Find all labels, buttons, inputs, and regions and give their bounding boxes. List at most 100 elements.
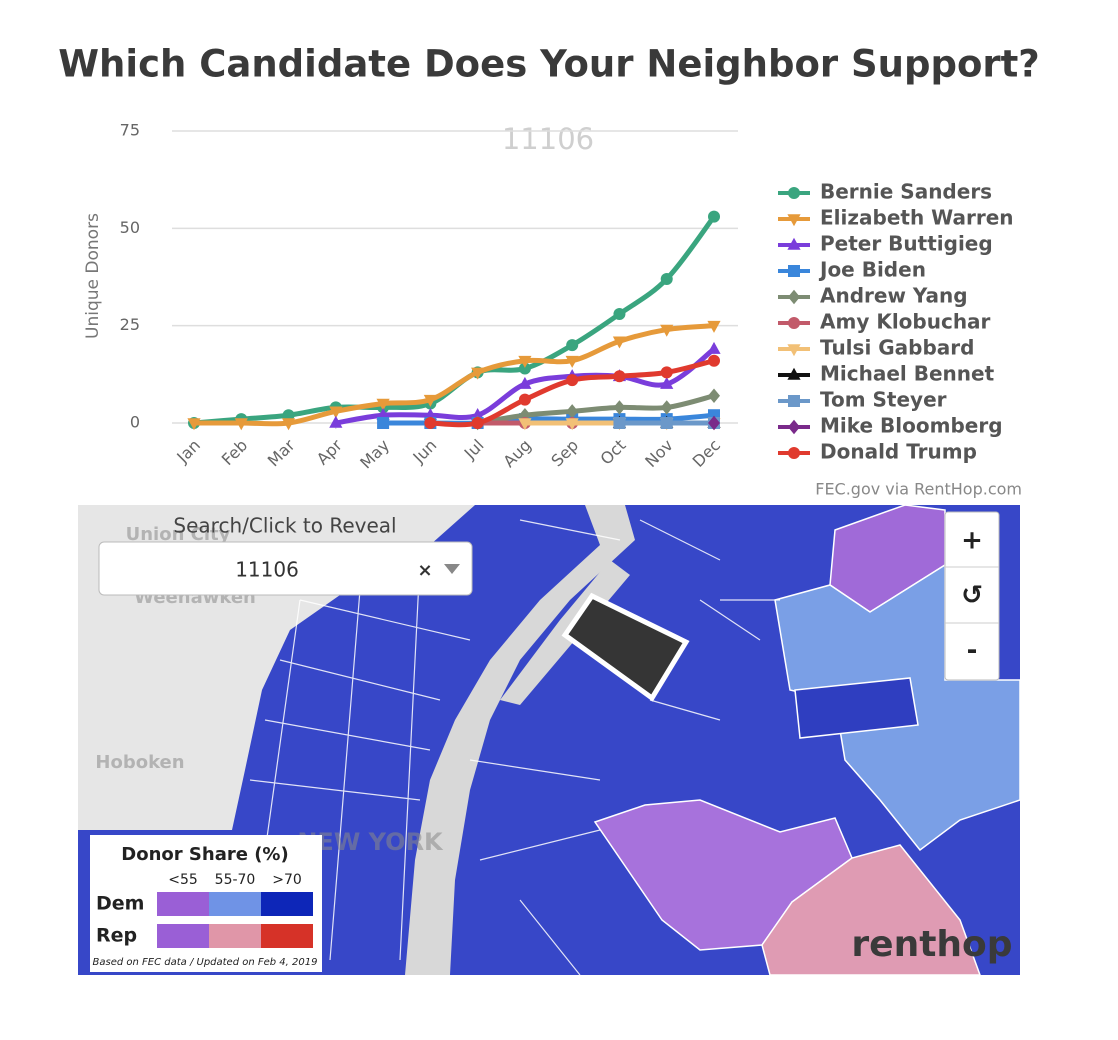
- marker: [613, 370, 626, 383]
- search-value: 11106: [235, 558, 299, 582]
- marker: [660, 324, 674, 337]
- chart-annotation: 11106: [502, 122, 594, 156]
- line-chart: 0 25 50 75 Jan Feb Mar Apr May Jun Jul Aug Sep Oct Nov…: [120, 121, 1014, 473]
- x-tick-label: Nov: [641, 436, 677, 472]
- legend-swatch: [209, 924, 261, 948]
- marker: [329, 406, 343, 419]
- y-tick-label: 25: [120, 315, 140, 334]
- x-tick-label: Feb: [218, 436, 251, 469]
- x-tick-label: Aug: [499, 436, 535, 472]
- marker: [707, 341, 721, 354]
- legend-row: Rep: [96, 925, 137, 947]
- marker: [788, 265, 800, 277]
- legend-label: Tulsi Gabbard: [820, 336, 974, 360]
- legend-bin: >70: [272, 872, 302, 888]
- clear-button[interactable]: ×: [417, 560, 432, 581]
- legend-label: Michael Bennet: [820, 362, 995, 386]
- marker: [566, 339, 579, 352]
- marker: [788, 395, 800, 407]
- marker: [234, 418, 248, 431]
- x-tick-label: Apr: [313, 435, 346, 468]
- marker: [566, 374, 579, 387]
- marker: [612, 336, 627, 349]
- marker: [613, 417, 626, 429]
- dropdown-arrow[interactable]: [444, 564, 460, 574]
- zoom-out[interactable]: -: [967, 636, 978, 666]
- marker: [787, 367, 801, 380]
- legend-bin: 55-70: [215, 872, 256, 888]
- marker: [518, 355, 532, 368]
- series-line: [191, 214, 717, 426]
- y-tick-label: 75: [120, 121, 140, 140]
- chart-title: Which Candidate Does Your Neighbor Suppo…: [58, 43, 1040, 86]
- marker: [281, 418, 296, 431]
- marker: [787, 237, 801, 250]
- marker: [708, 415, 720, 431]
- marker: [787, 344, 801, 357]
- legend-swatch: [261, 892, 313, 916]
- marker: [788, 419, 800, 435]
- x-tick-label: Jun: [409, 436, 441, 468]
- logo: renthop: [851, 924, 1012, 965]
- marker: [565, 355, 579, 368]
- marker: [471, 417, 484, 429]
- marker: [788, 289, 800, 305]
- marker: [518, 376, 532, 389]
- marker: [660, 272, 673, 285]
- legend-label: Elizabeth Warren: [820, 206, 1014, 230]
- marker: [518, 418, 532, 431]
- zoom-control: [944, 511, 1000, 681]
- legend-swatch: [261, 924, 313, 948]
- marker: [471, 367, 485, 380]
- marker: [613, 307, 626, 320]
- marker: [424, 417, 437, 429]
- search-box[interactable]: [98, 541, 473, 596]
- marker: [376, 398, 390, 411]
- marker: [518, 362, 531, 375]
- legend-bin: <55: [168, 872, 198, 888]
- x-tick-label: Oct: [596, 436, 629, 469]
- region-pink: [761, 844, 981, 975]
- selected-zip[interactable]: [561, 592, 690, 702]
- zoom-in[interactable]: +: [961, 526, 983, 556]
- marker: [423, 394, 437, 407]
- legend-label: Andrew Yang: [820, 284, 968, 308]
- legend-swatch: [157, 892, 209, 916]
- legend-row: Dem: [96, 893, 144, 915]
- legend-swatches: <55 55-70 >70 Dem Rep: [96, 872, 313, 948]
- legend-label: Peter Buttigieg: [820, 232, 993, 256]
- place-label: Hoboken: [95, 752, 184, 773]
- search-label: Search/Click to Reveal: [173, 514, 396, 538]
- x-tick-label: Mar: [264, 435, 299, 470]
- marker: [788, 187, 800, 199]
- marker: [613, 400, 626, 415]
- marker: [329, 415, 343, 428]
- y-axis-label: Unique Donors: [83, 213, 103, 339]
- source: FEC.gov via RentHop.com: [815, 480, 1022, 499]
- reset-view[interactable]: ↺: [961, 581, 983, 611]
- marker: [660, 366, 673, 379]
- zip-borders: [249, 519, 780, 975]
- x-tick-label: Dec: [689, 436, 724, 471]
- marker: [566, 404, 579, 419]
- marker: [707, 320, 721, 333]
- marker: [788, 447, 800, 459]
- marker: [708, 388, 720, 403]
- marker: [708, 210, 720, 223]
- marker: [787, 214, 801, 227]
- legend-swatch: [157, 924, 209, 948]
- x-tick-label: May: [356, 436, 393, 473]
- x-tick-label: Jul: [460, 436, 488, 464]
- y-tick-label: 0: [130, 413, 140, 432]
- legend-label: Mike Bloomberg: [820, 414, 1003, 438]
- marker: [660, 400, 673, 415]
- legend-swatch: [209, 892, 261, 916]
- x-tick-label: Jan: [172, 436, 204, 468]
- legend-title: Donor Share (%): [121, 844, 288, 865]
- marker: [565, 418, 579, 431]
- legend-label: Amy Klobuchar: [820, 310, 991, 334]
- east-river: [405, 505, 635, 975]
- region-blue: [794, 677, 919, 739]
